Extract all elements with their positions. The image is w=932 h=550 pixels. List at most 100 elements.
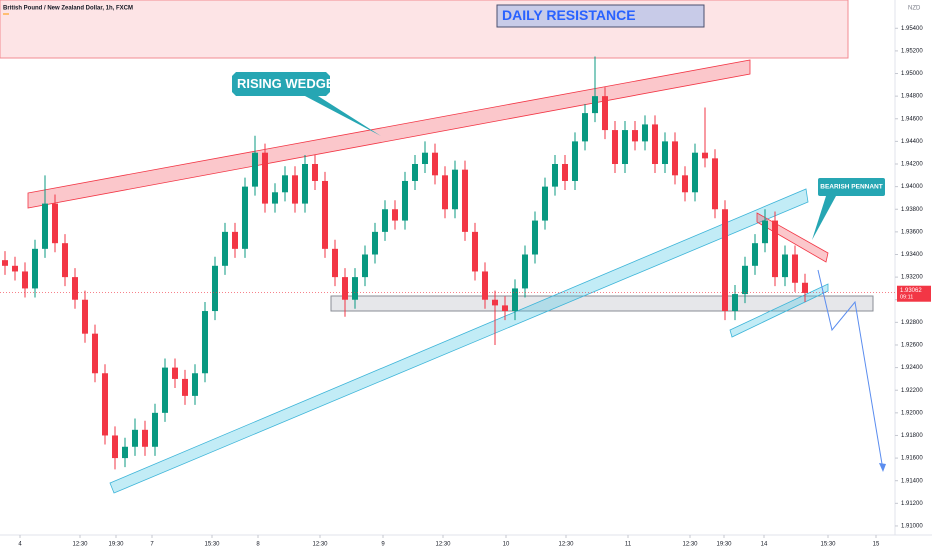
- currency-label: NZD: [908, 6, 921, 12]
- candle-body: [752, 243, 758, 266]
- candle-body: [672, 141, 678, 176]
- projection-path: [817, 269, 884, 471]
- candle-body: [222, 231, 228, 266]
- candle-body: [152, 412, 158, 447]
- y-tick-label: 1.92800: [901, 320, 923, 326]
- last-price-box: [897, 285, 931, 302]
- y-tick-label: 1.92600: [901, 343, 923, 349]
- y-tick-label: 1.92200: [901, 388, 923, 394]
- x-tick-label: 12:30: [682, 542, 698, 548]
- candle-body: [262, 152, 268, 204]
- candle-body: [102, 373, 108, 436]
- y-tick-label: 1.91000: [901, 524, 923, 530]
- candle-body: [132, 429, 138, 447]
- resistance-zone: [0, 0, 849, 59]
- candle-body: [792, 254, 798, 283]
- candle-body: [782, 254, 788, 278]
- candle-body: [422, 152, 428, 165]
- candle-body: [52, 203, 58, 244]
- candle-body: [692, 152, 698, 193]
- y-tick-label: 1.95200: [901, 48, 923, 54]
- candle-body: [472, 231, 478, 272]
- candle-body: [452, 169, 458, 210]
- candles: [2, 56, 808, 470]
- candle-body: [702, 152, 708, 159]
- candle-body: [82, 299, 88, 334]
- candle-body: [162, 367, 168, 413]
- candle-body: [292, 175, 298, 204]
- x-tick-label: 11: [625, 542, 632, 548]
- x-tick-label: 4: [18, 542, 22, 548]
- candle-body: [42, 203, 48, 249]
- candle-body: [32, 248, 38, 289]
- candle-body: [772, 220, 778, 278]
- y-tick-label: 1.91800: [901, 433, 923, 439]
- candle-body: [402, 180, 408, 221]
- y-tick-label: 1.94400: [901, 139, 923, 145]
- candle-body: [592, 96, 598, 114]
- y-tick-label: 1.94800: [901, 94, 923, 100]
- y-tick-label: 1.94600: [901, 116, 923, 122]
- y-tick-label: 1.93400: [901, 252, 923, 258]
- candle-body: [502, 305, 508, 312]
- candle-body: [322, 180, 328, 249]
- x-tick-label: 15:30: [820, 542, 836, 548]
- candle-body: [442, 175, 448, 210]
- x-tick-label: 12:30: [435, 542, 451, 548]
- axes: 1.91000 1.91200 1.91400 1.91600 1.91800 1.920…: [0, 26, 931, 548]
- x-tick-label: 9: [381, 542, 385, 548]
- wedge-label-box: [232, 72, 381, 136]
- candle-body: [512, 288, 518, 312]
- candle-body: [682, 175, 688, 193]
- pennant-label: BEARISH PENNANT: [820, 184, 883, 191]
- candle-body: [312, 164, 318, 181]
- wedge-upper-band: [27, 59, 751, 209]
- y-tick-label: 1.91400: [901, 478, 923, 484]
- y-tick-label: 1.95400: [901, 26, 923, 32]
- candle-body: [652, 124, 658, 165]
- candle-body: [552, 164, 558, 187]
- candle-body: [602, 96, 608, 131]
- candle-body: [2, 260, 8, 266]
- candle-body: [272, 192, 278, 204]
- candle-body: [212, 265, 218, 312]
- candle-body: [542, 186, 548, 221]
- pennant-label-box: [818, 178, 885, 196]
- candle-body: [142, 429, 148, 447]
- candle-body: [462, 169, 468, 232]
- x-tick-label: 12:30: [312, 542, 328, 548]
- candle-body: [562, 164, 568, 181]
- candle-body: [732, 294, 738, 312]
- wedge-label: RISING WEDGE: [237, 76, 335, 91]
- candle-body: [342, 277, 348, 300]
- y-tick-label: 1.93200: [901, 275, 923, 281]
- y-tick-label: 1.94200: [901, 162, 923, 168]
- candle-body: [252, 152, 258, 187]
- y-tick-label: 1.95000: [901, 71, 923, 77]
- pennant-lower-band: [729, 283, 829, 338]
- candle-body: [332, 248, 338, 278]
- y-tick-label: 1.93600: [901, 229, 923, 235]
- candle-body: [612, 130, 618, 165]
- candle-body: [62, 243, 68, 278]
- candle-body: [522, 254, 528, 289]
- candle-body: [632, 130, 638, 142]
- y-tick-label: 1.91600: [901, 456, 923, 462]
- candle-body: [182, 378, 188, 396]
- x-tick-label: 19:30: [108, 542, 124, 548]
- y-tick-label: 1.92000: [901, 410, 923, 416]
- candle-body: [662, 141, 668, 165]
- resistance-label-box: [496, 4, 705, 28]
- wedge-lower-band: [109, 188, 809, 494]
- y-tick-label: 1.91200: [901, 501, 923, 507]
- candle-body: [12, 265, 18, 272]
- candle-body: [282, 175, 288, 193]
- x-tick-label: 7: [150, 542, 154, 548]
- candle-body: [582, 113, 588, 142]
- x-tick-label: 14: [761, 542, 768, 548]
- y-tick-label: 1.94000: [901, 184, 923, 190]
- candle-body: [192, 373, 198, 396]
- y-tick-label: 1.93800: [901, 207, 923, 213]
- candle-body: [352, 277, 358, 300]
